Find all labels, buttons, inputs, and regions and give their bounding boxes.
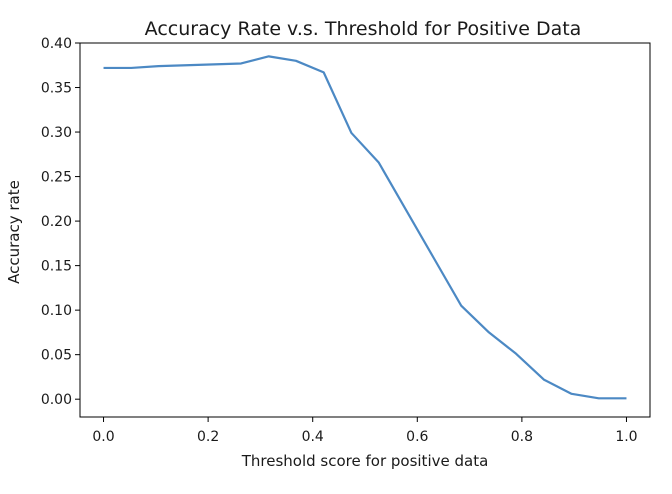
x-tick-label: 0.4 [302,429,324,445]
chart-title: Accuracy Rate v.s. Threshold for Positiv… [145,18,582,40]
x-tick-label: 1.0 [615,429,637,445]
y-tick-label: 0.40 [41,36,72,52]
x-tick-label: 0.6 [406,429,428,445]
x-axis-label: Threshold score for positive data [241,452,489,470]
x-tick-label: 0.8 [511,429,533,445]
y-tick-label: 0.20 [41,214,72,230]
series-line [103,55,627,400]
y-axis-label: Accuracy rate [5,180,23,284]
y-tick-label: 0.15 [41,259,72,275]
plot-frame [79,42,651,418]
y-tick-label: 0.25 [41,170,72,186]
plot-layer: 0.0 0.2 0.4 0.6 0.8 1.0 0.00 0.05 0.10 0.15 0.20 0.… [41,36,651,445]
y-tick-label: 0.35 [41,81,72,97]
x-tick-label: 0.0 [92,429,114,445]
y-tick-label: 0.30 [41,125,72,141]
y-tick-label: 0.05 [41,348,72,364]
y-tick-label: 0.00 [41,392,72,408]
y-tick-label: 0.10 [41,303,72,319]
x-tick-label: 0.2 [197,429,219,445]
